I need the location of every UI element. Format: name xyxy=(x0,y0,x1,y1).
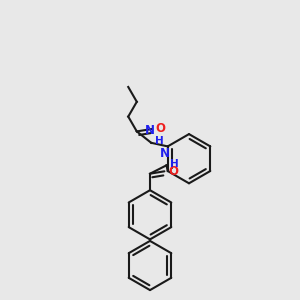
Text: N: N xyxy=(160,147,170,160)
Text: H: H xyxy=(170,159,179,169)
Text: O: O xyxy=(168,165,178,178)
Text: O: O xyxy=(155,122,165,136)
Text: N: N xyxy=(145,124,155,137)
Text: H: H xyxy=(155,136,164,146)
